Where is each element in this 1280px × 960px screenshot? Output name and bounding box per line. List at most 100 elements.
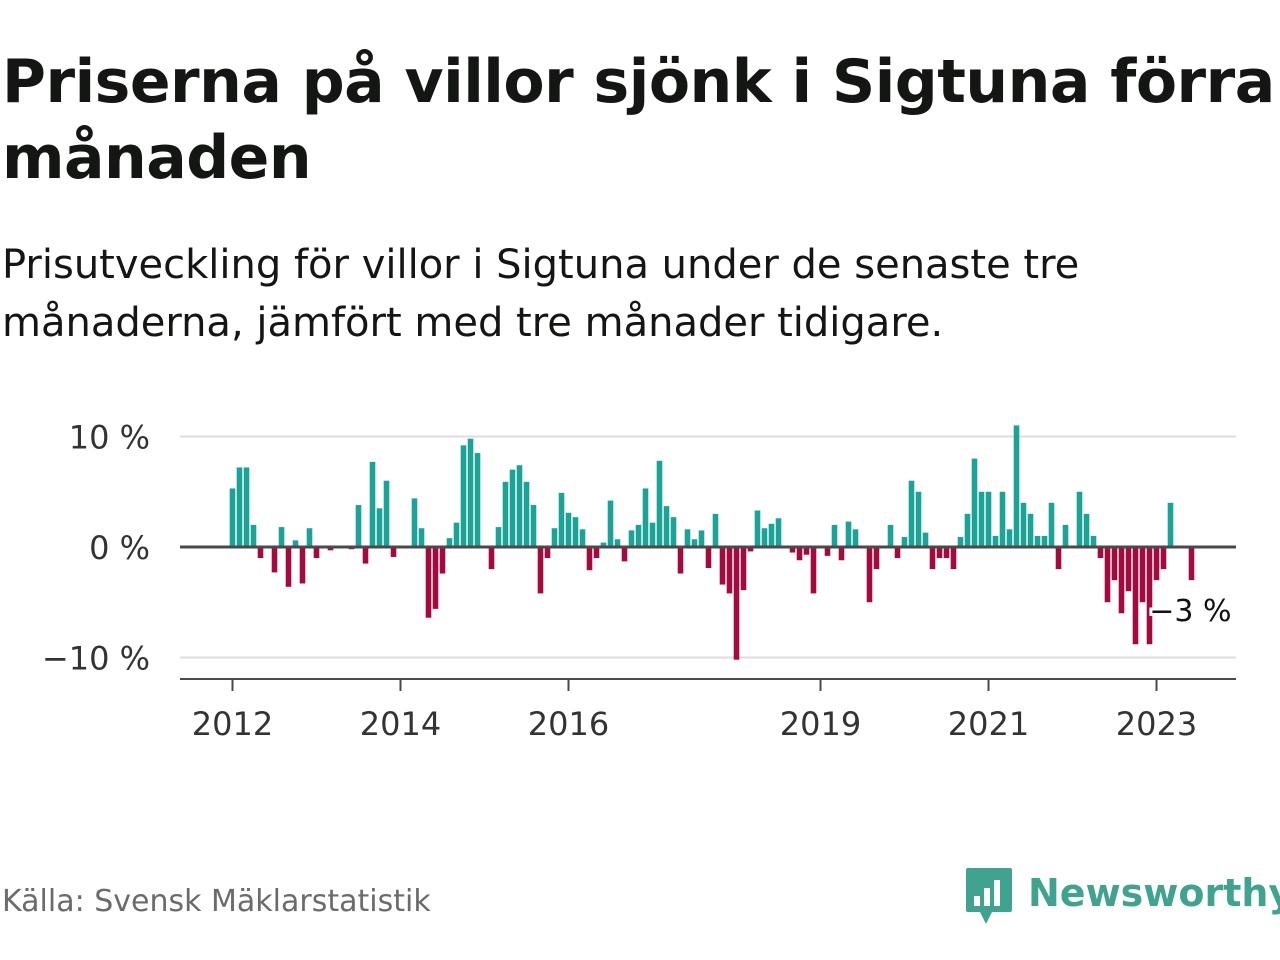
bar bbox=[1132, 547, 1139, 645]
bar bbox=[1013, 425, 1020, 547]
y-axis-ticks: 10 % 0 % −10 % bbox=[42, 419, 150, 678]
bar bbox=[1090, 535, 1097, 547]
bar bbox=[768, 523, 775, 547]
bar bbox=[1118, 547, 1125, 614]
bar bbox=[964, 513, 971, 547]
bar bbox=[369, 461, 376, 547]
bar bbox=[754, 510, 761, 547]
bar bbox=[1041, 535, 1048, 547]
bar bbox=[866, 547, 873, 603]
bar bbox=[593, 547, 600, 559]
bar bbox=[1167, 502, 1174, 547]
bar bbox=[1097, 547, 1104, 559]
bar bbox=[663, 506, 670, 548]
bar bbox=[789, 547, 796, 553]
x-tick-label: 2016 bbox=[528, 705, 609, 740]
bar bbox=[999, 491, 1006, 547]
bar bbox=[1006, 529, 1013, 547]
bar bbox=[649, 522, 656, 547]
bar bbox=[572, 517, 579, 547]
bar bbox=[537, 547, 544, 594]
bar bbox=[740, 547, 747, 591]
bar bbox=[558, 492, 565, 548]
bar bbox=[1020, 502, 1027, 547]
bar bbox=[621, 547, 628, 562]
bar bbox=[1076, 491, 1083, 547]
bar bbox=[411, 498, 418, 547]
bar bbox=[285, 547, 292, 587]
bar bbox=[733, 547, 740, 660]
bar bbox=[544, 547, 551, 559]
bar bbox=[327, 547, 334, 551]
bar bbox=[950, 547, 957, 570]
newsworthy-logo-icon bbox=[966, 868, 1012, 924]
bar bbox=[824, 547, 831, 556]
y-tick-label: −10 % bbox=[42, 640, 150, 678]
data-labels: −3 % bbox=[1146, 591, 1234, 632]
bar bbox=[887, 524, 894, 547]
bar bbox=[355, 505, 362, 547]
bar bbox=[614, 539, 621, 547]
bar bbox=[1153, 547, 1160, 581]
bar bbox=[502, 481, 509, 548]
chart-title: Priserna på villor sjönk i Sigtuna förra… bbox=[2, 47, 1275, 193]
bar bbox=[1125, 547, 1132, 592]
bar bbox=[1160, 547, 1167, 570]
bar bbox=[908, 480, 915, 547]
bar bbox=[565, 512, 572, 548]
bar bbox=[390, 547, 397, 557]
bar bbox=[1104, 547, 1111, 603]
x-tick-label: 2021 bbox=[948, 705, 1029, 740]
y-tick-label: 0 % bbox=[89, 529, 150, 567]
bar bbox=[845, 521, 852, 547]
bar bbox=[684, 529, 691, 547]
bar bbox=[971, 458, 978, 547]
bar bbox=[810, 547, 817, 594]
bar bbox=[292, 540, 299, 547]
bar bbox=[607, 500, 614, 547]
bar bbox=[936, 547, 943, 559]
bar bbox=[635, 524, 642, 547]
bar bbox=[831, 524, 838, 547]
bar bbox=[957, 537, 964, 547]
bars bbox=[229, 425, 1195, 660]
bar bbox=[495, 527, 502, 547]
bar bbox=[691, 539, 698, 547]
bar bbox=[873, 547, 880, 570]
bar-chart: 10 % 0 % −10 % 2012 2014 2016 2019 2021 2023 −3… bbox=[42, 419, 1236, 740]
bar bbox=[712, 513, 719, 547]
bar bbox=[313, 547, 320, 559]
x-axis bbox=[180, 545, 1236, 680]
bar bbox=[453, 522, 460, 547]
bar bbox=[747, 547, 754, 552]
source-note: Källa: Svensk Mäklarstatistik bbox=[2, 884, 431, 919]
bar bbox=[852, 529, 859, 547]
bar bbox=[509, 469, 516, 547]
bar bbox=[271, 547, 278, 573]
bar bbox=[1188, 547, 1195, 581]
newsworthy-logo[interactable]: Newsworthy bbox=[964, 864, 1280, 928]
bar bbox=[929, 547, 936, 570]
bar bbox=[579, 529, 586, 547]
bar bbox=[306, 528, 313, 548]
y-tick-label: 10 % bbox=[69, 419, 150, 457]
bar bbox=[978, 491, 985, 547]
bar bbox=[901, 537, 908, 547]
bar bbox=[642, 488, 649, 548]
x-tick-label: 2019 bbox=[780, 705, 861, 740]
bar bbox=[985, 491, 992, 547]
bar bbox=[439, 547, 446, 574]
bar bbox=[516, 465, 523, 547]
bar bbox=[796, 547, 803, 561]
bar bbox=[376, 508, 383, 547]
bar bbox=[915, 491, 922, 547]
bar bbox=[698, 530, 705, 547]
bar bbox=[761, 528, 768, 548]
bar bbox=[257, 547, 264, 559]
newsworthy-logo-text: Newsworthy bbox=[1028, 871, 1280, 915]
bar bbox=[299, 547, 306, 584]
x-tick-label: 2014 bbox=[360, 705, 441, 740]
last-value-label: −3 % bbox=[1149, 594, 1231, 629]
bar bbox=[922, 532, 929, 547]
